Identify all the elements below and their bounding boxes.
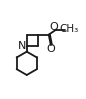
Text: CH₃: CH₃ bbox=[59, 24, 79, 34]
Text: O: O bbox=[46, 44, 55, 54]
Text: N: N bbox=[18, 41, 26, 51]
Text: O: O bbox=[49, 22, 58, 32]
